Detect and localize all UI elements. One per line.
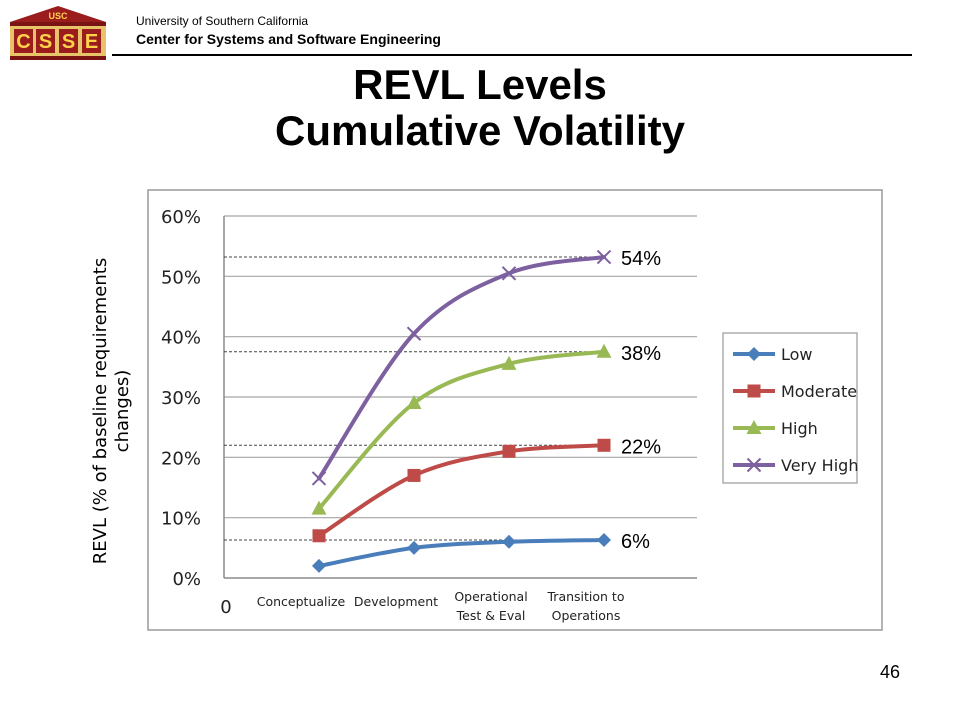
data-point-very-high: [311, 471, 327, 486]
logo-letter: E: [85, 31, 98, 53]
slide-title-line1: REVL Levels: [353, 61, 607, 108]
end-value-label: 6%: [621, 531, 650, 553]
series-line-very-high: [317, 255, 606, 481]
y-tick-label: 50%: [161, 267, 201, 288]
x-tick-label: Transition to: [547, 589, 625, 604]
data-point-moderate: [407, 468, 421, 482]
series-line-low: [317, 537, 606, 568]
series-line-moderate: [317, 443, 606, 538]
legend-marker: [747, 384, 761, 398]
data-point-low: [407, 540, 421, 555]
legend-label: Very High: [781, 456, 858, 475]
y-tick-label: 30%: [161, 388, 201, 409]
logo-letter: C: [16, 31, 30, 53]
end-value-label: 54%: [621, 248, 661, 270]
data-point-moderate: [312, 529, 326, 543]
legend-label: High: [781, 419, 818, 438]
data-point-low: [312, 558, 326, 573]
x-tick-label: Operations: [552, 608, 621, 623]
y-tick-label: 20%: [161, 448, 201, 469]
y-tick-label: 40%: [161, 328, 201, 349]
x-tick-label: Development: [354, 594, 438, 609]
page-number: 46: [880, 662, 901, 682]
x-origin-label: 0: [220, 597, 231, 618]
series-line-high: [317, 349, 606, 511]
data-point-high: [311, 500, 327, 515]
legend-label: Moderate: [781, 382, 857, 401]
data-point-high: [406, 395, 422, 410]
data-point-moderate: [502, 444, 516, 458]
slide-title: REVL Levels Cumulative Volatility: [0, 62, 960, 154]
y-tick-label: 0%: [172, 569, 201, 590]
data-point-low: [597, 532, 611, 547]
data-point-moderate: [597, 438, 611, 452]
data-point-very-high: [406, 326, 422, 341]
y-tick-label: 10%: [161, 509, 201, 530]
x-tick-label: Conceptualize: [257, 594, 346, 609]
logo-letter: S: [62, 31, 75, 53]
end-value-label: 22%: [621, 436, 661, 458]
data-point-high: [596, 343, 612, 358]
legend-marker: [747, 347, 761, 361]
data-point-very-high-stroke: [311, 471, 327, 486]
legend-marker-stroke: [746, 457, 762, 473]
x-tick-label: Operational: [454, 589, 527, 604]
x-tick-label: Test & Eval: [456, 608, 526, 623]
header-rule: [112, 54, 912, 56]
data-point-very-high-stroke: [406, 326, 422, 341]
legend-box: [722, 332, 858, 484]
logo-letter: S: [39, 31, 52, 53]
legend-label: Low: [781, 345, 813, 364]
slide-title-line2: Cumulative Volatility: [275, 107, 685, 154]
y-tick-label: 60%: [161, 207, 201, 228]
legend-marker: [746, 457, 762, 473]
data-point-high: [501, 355, 517, 370]
data-point-very-high: [501, 266, 517, 281]
logo-banner-text: USC: [48, 11, 68, 21]
data-point-very-high-stroke: [501, 266, 517, 281]
end-value-label: 38%: [621, 343, 661, 365]
legend-marker: [746, 420, 762, 434]
data-point-low: [502, 534, 516, 549]
center-name: Center for Systems and Software Engineer…: [136, 31, 441, 47]
data-point-very-high: [596, 249, 612, 265]
data-point-very-high-stroke: [596, 249, 612, 265]
university-name: University of Southern California: [136, 14, 309, 28]
